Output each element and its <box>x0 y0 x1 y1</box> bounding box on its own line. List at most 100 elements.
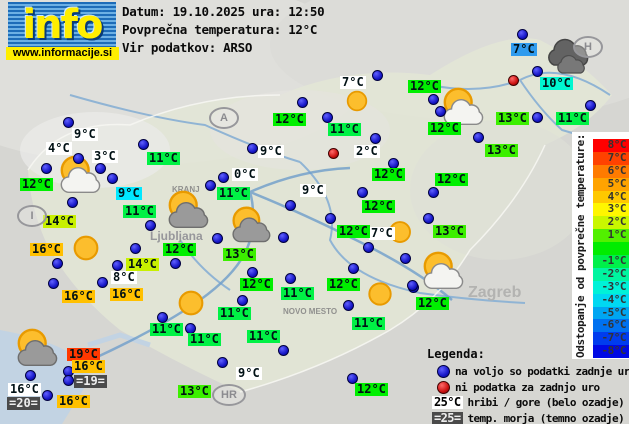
station-dot-blue[interactable] <box>585 100 596 111</box>
station-dot-blue[interactable] <box>247 143 258 154</box>
temp-label[interactable]: 19°C <box>67 347 100 361</box>
temp-label[interactable]: 11°C <box>150 322 183 336</box>
info-logo[interactable]: info <box>8 2 116 47</box>
temp-label[interactable]: 2°C <box>354 144 380 158</box>
temp-label[interactable]: 11°C <box>147 151 180 165</box>
station-dot-blue[interactable] <box>138 139 149 150</box>
station-dot-blue[interactable] <box>428 94 439 105</box>
temp-label[interactable]: 12°C <box>240 277 273 291</box>
temp-label[interactable]: 12°C <box>408 79 441 93</box>
station-dot-blue[interactable] <box>247 267 258 278</box>
station-dot-blue[interactable] <box>217 357 228 368</box>
station-dot-blue[interactable] <box>52 258 63 269</box>
station-dot-blue[interactable] <box>63 375 74 386</box>
temp-label[interactable]: 11°C <box>281 286 314 300</box>
station-dot-blue[interactable] <box>285 273 296 284</box>
station-dot-blue[interactable] <box>348 263 359 274</box>
station-dot-blue[interactable] <box>297 97 308 108</box>
station-dot-blue[interactable] <box>63 117 74 128</box>
temp-label[interactable]: =19= <box>74 374 107 388</box>
temp-label[interactable]: 13°C <box>496 111 529 125</box>
temp-label[interactable]: 11°C <box>328 122 361 136</box>
temp-label[interactable]: 7°C <box>511 42 537 56</box>
temp-label[interactable]: 11°C <box>188 332 221 346</box>
station-dot-blue[interactable] <box>97 277 108 288</box>
station-dot-blue[interactable] <box>48 278 59 289</box>
temp-label[interactable]: 7°C <box>369 226 395 240</box>
temp-label[interactable]: 12°C <box>273 112 306 126</box>
station-dot-blue[interactable] <box>107 173 118 184</box>
station-dot-blue[interactable] <box>73 153 84 164</box>
station-dot-blue[interactable] <box>400 253 411 264</box>
station-dot-blue[interactable] <box>435 106 446 117</box>
temp-label[interactable]: 12°C <box>416 296 449 310</box>
temp-label[interactable]: 12°C <box>20 177 53 191</box>
temp-label[interactable]: 12°C <box>372 167 405 181</box>
temp-label[interactable]: 9°C <box>116 186 142 200</box>
station-dot-blue[interactable] <box>130 243 141 254</box>
temp-label[interactable]: 13°C <box>485 143 518 157</box>
station-dot-blue[interactable] <box>205 180 216 191</box>
station-dot-blue[interactable] <box>42 390 53 401</box>
temp-label[interactable]: 16°C <box>30 242 63 256</box>
temp-label[interactable]: 9°C <box>300 183 326 197</box>
station-dot-red[interactable] <box>328 148 339 159</box>
station-dot-blue[interactable] <box>157 312 168 323</box>
temp-label[interactable]: 16°C <box>110 287 143 301</box>
station-dot-blue[interactable] <box>95 163 106 174</box>
station-dot-blue[interactable] <box>212 233 223 244</box>
temp-label[interactable]: 12°C <box>362 199 395 213</box>
station-dot-blue[interactable] <box>218 172 229 183</box>
temp-label[interactable]: 4°C <box>46 141 72 155</box>
station-dot-blue[interactable] <box>428 187 439 198</box>
temp-label[interactable]: 16°C <box>72 359 105 373</box>
station-dot-blue[interactable] <box>363 242 374 253</box>
station-dot-blue[interactable] <box>67 197 78 208</box>
station-dot-blue[interactable] <box>372 70 383 81</box>
temp-label[interactable]: 13°C <box>433 224 466 238</box>
temp-label[interactable]: 11°C <box>218 306 251 320</box>
temp-label[interactable]: 8°C <box>111 270 137 284</box>
temp-label[interactable]: 7°C <box>340 75 366 89</box>
temp-label[interactable]: 11°C <box>352 316 385 330</box>
station-dot-blue[interactable] <box>170 258 181 269</box>
temp-label[interactable]: 12°C <box>163 242 196 256</box>
station-dot-blue[interactable] <box>112 260 123 271</box>
station-dot-blue[interactable] <box>423 213 434 224</box>
station-dot-blue[interactable] <box>278 345 289 356</box>
temp-label[interactable]: 12°C <box>327 277 360 291</box>
temp-label[interactable]: 13°C <box>223 247 256 261</box>
station-dot-blue[interactable] <box>407 280 418 291</box>
station-dot-blue[interactable] <box>357 187 368 198</box>
temp-label[interactable]: 9°C <box>258 144 284 158</box>
temp-label[interactable]: 12°C <box>355 382 388 396</box>
temp-label[interactable]: 14°C <box>43 214 76 228</box>
station-dot-blue[interactable] <box>25 370 36 381</box>
station-dot-blue[interactable] <box>517 29 528 40</box>
temp-label[interactable]: 11°C <box>123 204 156 218</box>
temp-label[interactable]: 12°C <box>428 121 461 135</box>
station-dot-blue[interactable] <box>145 220 156 231</box>
temp-label[interactable]: 14°C <box>126 257 159 271</box>
station-dot-red[interactable] <box>508 75 519 86</box>
station-dot-blue[interactable] <box>532 112 543 123</box>
station-dot-blue[interactable] <box>347 373 358 384</box>
temp-label[interactable]: 12°C <box>435 172 468 186</box>
temp-label[interactable]: 3°C <box>92 149 118 163</box>
station-dot-blue[interactable] <box>370 133 381 144</box>
temp-label[interactable]: 16°C <box>8 382 41 396</box>
temp-label[interactable]: 0°C <box>232 167 258 181</box>
station-dot-blue[interactable] <box>322 112 333 123</box>
temp-label[interactable]: 11°C <box>556 111 589 125</box>
temp-label[interactable]: 9°C <box>72 127 98 141</box>
temp-label[interactable]: 9°C <box>236 366 262 380</box>
temp-label[interactable]: =20= <box>7 396 40 410</box>
temp-label[interactable]: 11°C <box>247 329 280 343</box>
station-dot-blue[interactable] <box>473 132 484 143</box>
temp-label[interactable]: 13°C <box>178 384 211 398</box>
station-dot-blue[interactable] <box>325 213 336 224</box>
station-dot-blue[interactable] <box>343 300 354 311</box>
station-dot-blue[interactable] <box>285 200 296 211</box>
station-dot-blue[interactable] <box>532 66 543 77</box>
temp-label[interactable]: 11°C <box>217 186 250 200</box>
